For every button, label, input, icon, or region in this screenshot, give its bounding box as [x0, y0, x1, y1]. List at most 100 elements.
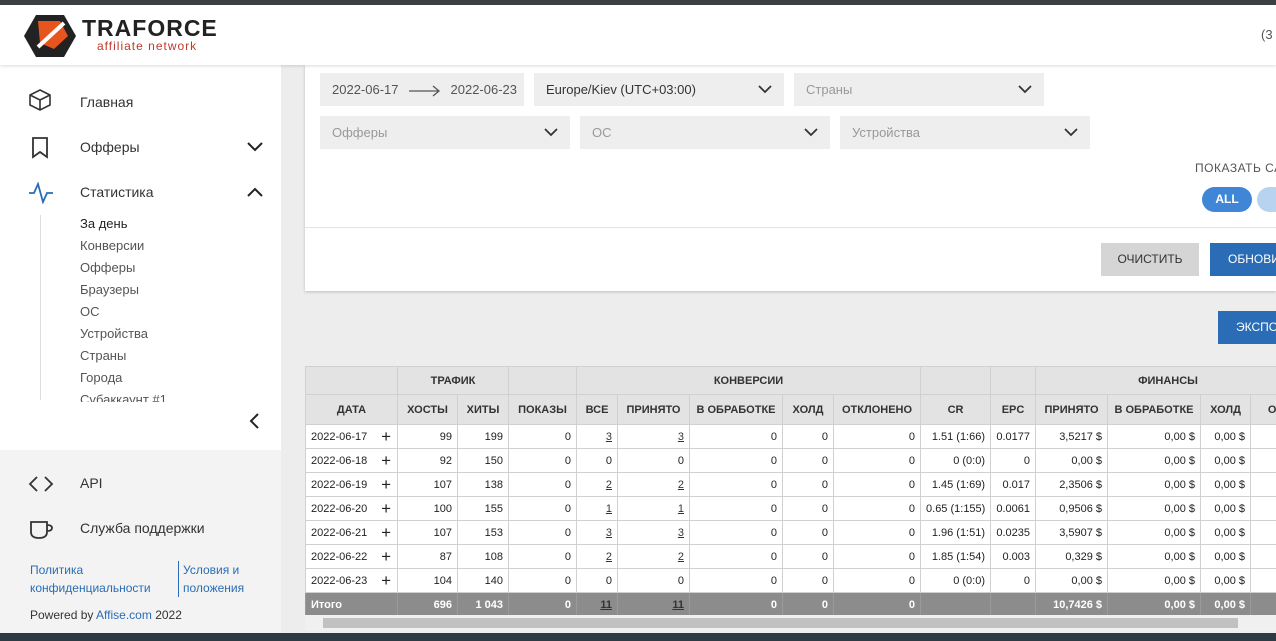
date-range[interactable]: 2022-06-17 2022-06-23 [320, 73, 524, 106]
chevron-up[interactable] [246, 185, 264, 199]
expand[interactable]: + [381, 547, 391, 566]
cell: 0 [689, 544, 783, 569]
value: 3,5907 $ [1059, 526, 1103, 539]
link[interactable]: 2 [605, 478, 612, 491]
value: 0,00 $ [1071, 454, 1103, 467]
placeholder: Устройства [852, 125, 921, 140]
timezone-select[interactable]: Europe/Kiev (UTC+03:00) [534, 73, 784, 106]
value: 0,00 $ [1214, 502, 1246, 515]
sub-item[interactable]: Устройства [80, 326, 149, 341]
sub-item[interactable]: Города [80, 370, 123, 385]
cell: 0,00 $ [1107, 568, 1202, 593]
link[interactable]: 1 [605, 502, 612, 515]
cell: 2,3506 $ [1035, 472, 1109, 497]
sub-item[interactable]: Конверсии [80, 238, 145, 253]
cell: 0,00 $ [1035, 568, 1109, 593]
terms-link[interactable]: Условия и положения [178, 561, 268, 597]
placeholder: Офферы [332, 125, 388, 140]
sub-menu: За день Конверсии Офферы Браузеры ОС Устройст… [0, 216, 281, 402]
column-header: В ОБРАБОТКЕ [1107, 394, 1202, 425]
countries-select[interactable]: Страны [794, 73, 1044, 106]
chevron-down[interactable] [246, 140, 264, 154]
cell: 140 [457, 568, 509, 593]
value: 0.0061 [996, 502, 1031, 515]
privacy-link[interactable]: Политика конфиденциальности [30, 563, 151, 595]
link[interactable]: 3 [605, 430, 612, 443]
value: 0,00 $ [1214, 526, 1246, 539]
value: 0 [605, 454, 612, 467]
nav-item[interactable]: Главная [80, 94, 134, 110]
link[interactable]: 1 [677, 502, 684, 515]
value: 0,00 $ [1214, 454, 1246, 467]
cell: 199 [457, 424, 509, 449]
link[interactable]: 3 [605, 526, 612, 539]
nav-item[interactable]: Офферы [80, 139, 140, 155]
toggle[interactable] [1257, 187, 1276, 212]
link[interactable]: 2 [677, 478, 684, 491]
value: 0,00 $ [1214, 598, 1246, 611]
scroll-thumb[interactable] [323, 618, 1238, 628]
column-header: ОТ [1250, 394, 1276, 425]
cell: 3,5907 $ [1035, 520, 1109, 545]
affise-link[interactable]: Affise.com [96, 608, 152, 622]
all-toggle[interactable]: ALL [1202, 187, 1252, 212]
sub-item[interactable]: Страны [80, 348, 127, 363]
scrollbar[interactable] [305, 615, 1276, 631]
sub-item[interactable]: Субаккаунт #1 [80, 392, 167, 402]
cell [1250, 496, 1276, 521]
sub-item[interactable]: ОС [80, 304, 100, 319]
refresh-button[interactable]: ОБНОВИ [1210, 243, 1276, 276]
row: 2022-06-21 +107 153 0 3 3 0 0 0 1.96 (1:51) 0.0235… [305, 520, 1276, 545]
cell: 92 [397, 448, 458, 473]
cell: 150 [457, 448, 509, 473]
sub-item[interactable]: Офферы [80, 260, 136, 275]
support-icon [30, 521, 53, 539]
cell: 2022-06-23 + [305, 568, 398, 593]
link[interactable]: 11 [600, 598, 612, 611]
nav-item[interactable]: Статистика [80, 184, 154, 200]
sub-item[interactable]: За день [80, 216, 128, 231]
cell: 0 [508, 496, 577, 521]
nav-item[interactable]: API [80, 475, 103, 491]
cell: 0 [832, 568, 922, 593]
cell: 0 [689, 472, 783, 497]
link[interactable]: 3 [677, 430, 684, 443]
cell: 3 [617, 424, 690, 449]
expand[interactable]: + [381, 427, 391, 446]
cell: 2022-06-17 + [305, 424, 398, 449]
offers-select[interactable]: Офферы [320, 116, 570, 149]
cell [1250, 544, 1276, 569]
export-button[interactable]: ЭКСПО [1218, 311, 1276, 344]
value: 0,9506 $ [1059, 502, 1103, 515]
cell: 0 [832, 544, 922, 569]
cell: 1.45 (1:69) [920, 472, 992, 497]
sub-item[interactable]: Браузеры [80, 282, 139, 297]
value: 0,329 $ [1065, 550, 1103, 563]
os-select[interactable]: ОС [580, 116, 830, 149]
expand[interactable]: + [381, 451, 391, 470]
collapse[interactable] [246, 412, 262, 430]
clear-button[interactable]: ОЧИСТИТЬ [1101, 243, 1199, 276]
link[interactable]: 2 [677, 550, 684, 563]
total-row: Итого 696 1 043 0 11 11 0 0 0 10,7426 $ 0,00 $ 0,00… [305, 592, 1276, 615]
top-bar [0, 0, 1276, 5]
expand[interactable]: + [381, 571, 391, 590]
value: 0,00 $ [1164, 454, 1196, 467]
devices-select[interactable]: Устройства [840, 116, 1090, 149]
column-header: ХОЛД [1200, 394, 1252, 425]
cell: 0.0235 [990, 520, 1037, 545]
link[interactable]: 11 [672, 598, 684, 611]
expand[interactable]: + [381, 523, 391, 542]
value: 0 [564, 598, 571, 611]
cell: 11 [617, 592, 690, 615]
link[interactable]: 2 [605, 550, 612, 563]
nav-item[interactable]: Служба поддержки [80, 520, 205, 536]
cell: 2 [576, 544, 618, 569]
expand[interactable]: + [381, 475, 391, 494]
arrow [408, 85, 440, 97]
bottom-bar [0, 633, 1276, 641]
link[interactable]: 3 [677, 526, 684, 539]
expand[interactable]: + [381, 499, 391, 518]
cell: 0.017 [990, 472, 1037, 497]
